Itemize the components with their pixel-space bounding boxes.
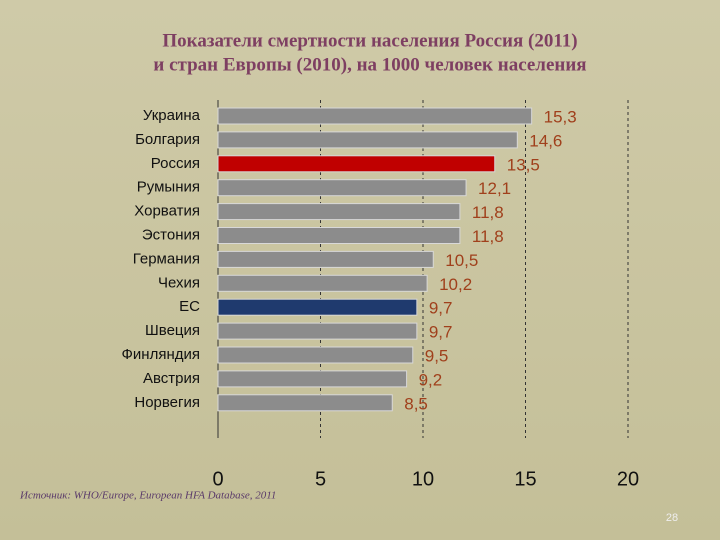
bar: [217, 394, 393, 412]
y-tick-label: Украина: [143, 107, 201, 124]
value-label: 13,5: [507, 155, 540, 174]
value-label: 9,7: [429, 299, 453, 318]
bar: [217, 274, 428, 292]
page-number: 28: [666, 512, 678, 524]
y-tick-label: Чехия: [158, 274, 200, 291]
bar: [217, 131, 518, 149]
x-tick-label: 5: [315, 468, 326, 490]
y-tick-label: Австрия: [143, 370, 200, 387]
value-label: 12,1: [478, 179, 511, 198]
value-label: 15,3: [544, 107, 577, 126]
y-tick-label: Румыния: [137, 179, 200, 196]
y-tick-label: Финляндия: [122, 346, 200, 363]
bar: [217, 179, 467, 197]
value-label: 10,2: [439, 275, 472, 294]
y-tick-label: Хорватия: [134, 203, 200, 220]
chart-title: Показатели смертности населения Россия (…: [162, 30, 577, 51]
bar: [217, 155, 496, 173]
value-label: 9,2: [419, 370, 443, 389]
bar: [217, 203, 461, 221]
y-tick-label: Болгария: [135, 131, 200, 148]
y-tick-label: Россия: [151, 155, 200, 172]
bar: [217, 298, 418, 316]
y-tick-label: Норвегия: [134, 394, 200, 411]
value-label: 11,8: [472, 227, 504, 246]
bar: [217, 346, 414, 364]
y-tick-label: Германия: [133, 250, 200, 267]
bar: [217, 250, 434, 268]
y-tick-label: Эстония: [142, 226, 200, 243]
x-tick-label: 10: [412, 468, 434, 490]
chart-subtitle: и стран Европы (2010), на 1000 человек н…: [153, 54, 586, 75]
x-tick-label: 0: [212, 468, 223, 490]
value-label: 9,5: [425, 346, 449, 365]
source-note: Источник: WHO/Europe, European HFA Datab…: [19, 490, 276, 502]
bar: [217, 370, 408, 388]
value-label: 9,7: [429, 323, 453, 342]
value-label: 8,5: [404, 394, 428, 413]
bar: [217, 227, 461, 244]
y-tick-label: ЕС: [179, 298, 200, 315]
x-tick-label: 20: [617, 468, 639, 490]
x-tick-label: 15: [514, 468, 536, 490]
y-tick-label: Швеция: [145, 322, 200, 339]
bar: [217, 322, 418, 340]
value-label: 11,8: [472, 203, 504, 222]
value-label: 14,6: [529, 131, 562, 150]
value-label: 10,5: [445, 251, 478, 270]
bar: [217, 107, 533, 125]
